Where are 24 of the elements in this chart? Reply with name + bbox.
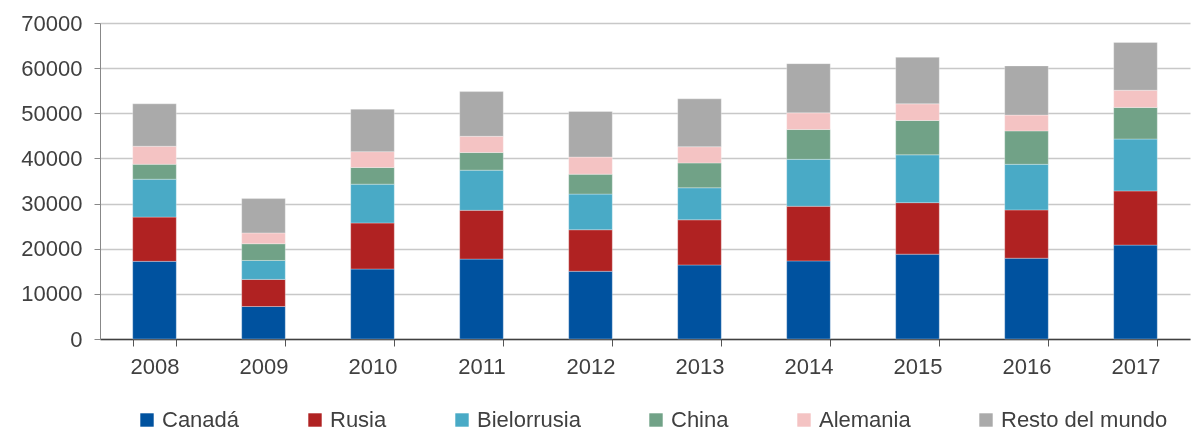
y-tick-label: 20000 — [21, 236, 83, 262]
y-tick-label: 60000 — [21, 55, 83, 81]
y-tick-label: 10000 — [21, 281, 83, 307]
x-tick-label: 2011 — [458, 353, 506, 379]
x-tick-label: 2012 — [566, 353, 616, 379]
x-tick-label: 2017 — [1111, 353, 1161, 379]
y-tick-label: 50000 — [21, 100, 83, 126]
x-tick-label: 2008 — [130, 353, 180, 379]
legend-label: Resto del mundo — [1001, 407, 1168, 432]
legend-label: Bielorrusia — [477, 407, 582, 432]
x-tick-label: 2016 — [1002, 353, 1052, 379]
y-tick-label: 0 — [70, 326, 83, 352]
x-tick-label: 2015 — [893, 353, 943, 379]
x-tick-label: 2013 — [675, 353, 725, 379]
legend-label: China — [671, 407, 730, 432]
legend-label: Alemania — [819, 407, 912, 432]
y-tick-label: 30000 — [21, 191, 83, 217]
legend-label: Canadá — [162, 407, 240, 432]
y-tick-label: 70000 — [21, 10, 83, 36]
x-tick-label: 2014 — [784, 353, 834, 379]
y-tick-label: 40000 — [21, 145, 83, 171]
legend-label: Rusia — [330, 407, 388, 432]
x-tick-label: 2010 — [348, 353, 398, 379]
x-tick-label: 2009 — [239, 353, 289, 379]
